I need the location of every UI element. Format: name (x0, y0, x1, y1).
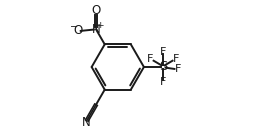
Text: +: + (96, 21, 104, 30)
Text: F: F (147, 54, 153, 64)
Text: N: N (81, 116, 90, 129)
Text: S: S (159, 60, 167, 74)
Text: N: N (92, 23, 100, 36)
Text: −: − (70, 22, 78, 32)
Text: F: F (173, 54, 179, 64)
Text: F: F (160, 77, 166, 87)
Text: O: O (73, 24, 82, 37)
Text: F: F (160, 47, 166, 57)
Text: O: O (91, 4, 101, 17)
Text: F: F (175, 64, 181, 74)
